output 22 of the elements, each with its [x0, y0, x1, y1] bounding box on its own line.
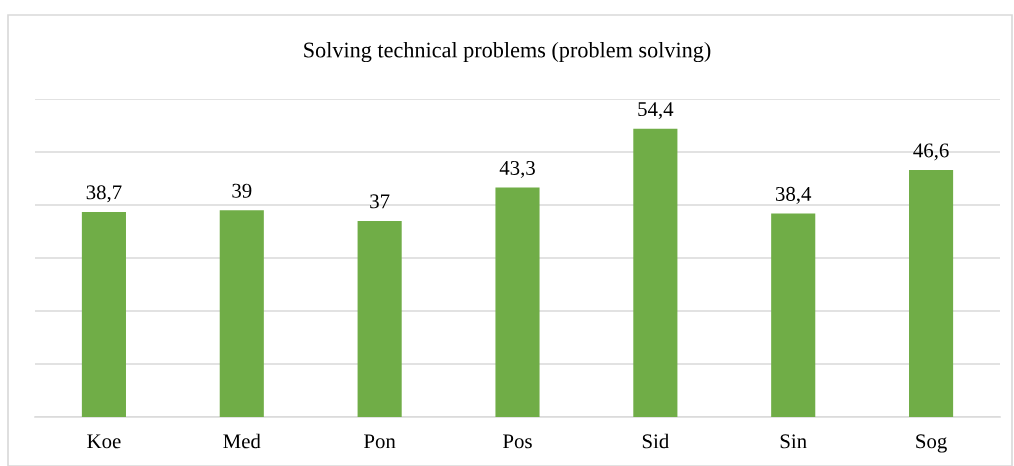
data-label: 37: [370, 194, 390, 209]
bar: [357, 220, 402, 417]
data-label: 38,7: [86, 185, 122, 203]
data-label: 43,3: [499, 160, 535, 178]
bar: [909, 170, 954, 417]
x-tick-label: Koe: [87, 434, 121, 449]
x-tick-label: Sid: [642, 433, 669, 449]
data-label: 54,4: [638, 102, 674, 120]
bar: [219, 210, 264, 417]
data-label: 46,6: [913, 143, 949, 161]
bar: [633, 128, 678, 417]
bar: [771, 213, 816, 417]
x-tick-label: Pon: [364, 434, 396, 449]
x-tick-label: Pos: [503, 434, 532, 449]
data-label: 39: [232, 183, 252, 198]
bar: [495, 187, 540, 417]
x-tick-label: Sin: [780, 434, 807, 449]
x-tick-label: Sog: [916, 434, 947, 453]
x-tick-label: Med: [223, 433, 261, 449]
bar: [81, 211, 126, 417]
chart-title: Solving technical problems (problem solving): [304, 41, 711, 63]
data-label: 38,4: [775, 186, 812, 204]
